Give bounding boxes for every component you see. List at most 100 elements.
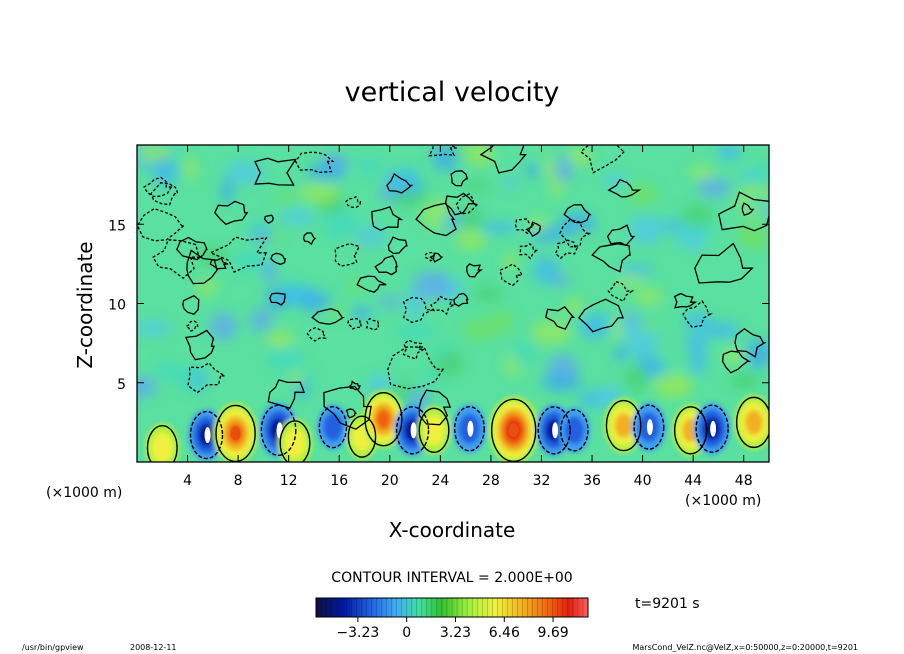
texture-patch <box>553 156 573 182</box>
texture-patch <box>680 204 715 226</box>
plume-contour <box>490 398 537 462</box>
texture-patch <box>196 279 219 296</box>
contour-line <box>429 252 444 263</box>
texture-patch <box>471 285 503 302</box>
colorbar-stripes <box>315 598 589 617</box>
plot-area <box>137 145 769 462</box>
texture-patch <box>531 256 560 284</box>
x-axis-label: X-coordinate <box>389 518 516 542</box>
field-texture <box>137 145 769 420</box>
plume-contour <box>735 396 769 449</box>
texture-patch <box>247 219 279 234</box>
footer-date: 2008-12-11 <box>130 643 177 652</box>
texture-patch <box>754 161 769 185</box>
contour-line <box>741 202 755 216</box>
plume-contour <box>605 399 642 452</box>
texture-patch <box>281 284 321 306</box>
texture-patch <box>504 175 517 191</box>
x-tick-label: 12 <box>280 473 298 489</box>
colorbar: −3.23 0 3.23 6.46 9.69 <box>315 597 589 641</box>
texture-patch <box>323 208 358 239</box>
texture-patch <box>435 344 448 360</box>
contour-line <box>270 252 286 266</box>
contour-line <box>721 350 752 374</box>
texture-patch <box>513 341 534 370</box>
updraft-plume <box>151 432 173 462</box>
updraft-plume <box>614 413 633 438</box>
texture-patch <box>463 319 498 340</box>
texture-patch <box>422 372 443 384</box>
texture-patch <box>619 319 643 337</box>
colorbar-tick-label: 9.69 <box>538 625 569 641</box>
texture-patch <box>279 209 315 226</box>
contour-line <box>559 219 591 248</box>
contour-line <box>334 243 361 267</box>
texture-patch <box>525 162 539 178</box>
y-tick-label: 10 <box>108 298 126 314</box>
texture-patch <box>568 147 592 167</box>
texture-patch <box>137 376 157 398</box>
contour-line <box>182 295 200 315</box>
contour-line <box>302 232 317 246</box>
texture-patch <box>357 157 382 177</box>
contour-line <box>374 255 398 276</box>
contour-interval: CONTOUR INTERVAL = 2.000E+00 <box>331 570 572 586</box>
x-tick-label: 32 <box>533 473 551 489</box>
downdraft-core <box>467 420 474 437</box>
updraft-plume <box>423 415 445 446</box>
texture-patch <box>262 259 277 284</box>
contour-line <box>214 200 249 226</box>
contour-line <box>150 182 179 206</box>
plume-contour <box>364 392 403 447</box>
texture-patch <box>684 332 709 351</box>
texture-patch <box>405 288 425 318</box>
footer-source: MarsCond_VelZ.nc@VelZ,x=0:50000,z=0:2000… <box>633 643 859 652</box>
colorbar-tick-label: 0 <box>402 625 411 641</box>
contour-line <box>450 170 469 187</box>
texture-patch <box>154 362 181 380</box>
contour-line <box>525 221 542 237</box>
texture-patch <box>717 145 742 161</box>
contour-line <box>606 224 636 247</box>
texture-patch <box>208 312 238 341</box>
contour-line <box>137 207 186 242</box>
plume-contour <box>318 405 348 449</box>
texture-patch <box>479 221 518 234</box>
contour-line <box>349 380 362 391</box>
y-axis-label: Z-coordinate <box>73 241 97 368</box>
plume-contour <box>395 406 430 455</box>
updraft-plume <box>376 409 391 430</box>
texture-patch <box>633 288 664 305</box>
texture-patch <box>680 225 718 236</box>
contour-line <box>294 151 335 174</box>
contour-line <box>345 408 357 419</box>
texture-patch <box>461 180 493 192</box>
texture-patch <box>529 215 548 233</box>
contour-line <box>673 292 698 309</box>
downdraft-core <box>410 422 417 439</box>
contour-line <box>545 305 576 330</box>
x-tick-label: 40 <box>634 473 652 489</box>
texture-patch <box>657 219 687 232</box>
y-tick-label: 15 <box>108 218 126 234</box>
texture-patch <box>322 305 347 318</box>
texture-patch <box>541 373 582 392</box>
plume-contour <box>673 406 708 455</box>
x-tick-label: 28 <box>482 473 500 489</box>
x-tick-label: 24 <box>431 473 449 489</box>
contour-line <box>424 251 435 262</box>
plume-contour <box>560 409 589 452</box>
contour-line <box>176 236 208 261</box>
contour-line <box>430 295 456 316</box>
contour-line <box>734 327 767 358</box>
texture-patch <box>184 157 198 181</box>
plume-contour <box>418 407 450 453</box>
texture-patch <box>250 308 273 333</box>
contour-line <box>418 389 452 426</box>
colorbar-tick-label: 3.23 <box>440 625 471 641</box>
texture-patch <box>226 160 265 185</box>
texture-patch <box>729 373 762 389</box>
chart-title: vertical velocity <box>345 77 560 108</box>
x-unit-left: (×1000 m) <box>46 485 122 501</box>
texture-patch <box>744 339 769 369</box>
